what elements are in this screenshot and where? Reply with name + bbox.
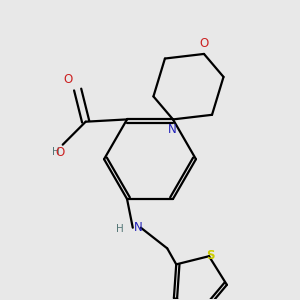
Text: O: O bbox=[56, 146, 65, 159]
Text: O: O bbox=[200, 38, 208, 50]
Text: H: H bbox=[116, 224, 124, 234]
Text: N: N bbox=[167, 123, 176, 136]
Text: N: N bbox=[134, 221, 143, 234]
Text: H: H bbox=[52, 147, 59, 157]
Text: S: S bbox=[206, 248, 214, 262]
Text: O: O bbox=[64, 73, 73, 86]
